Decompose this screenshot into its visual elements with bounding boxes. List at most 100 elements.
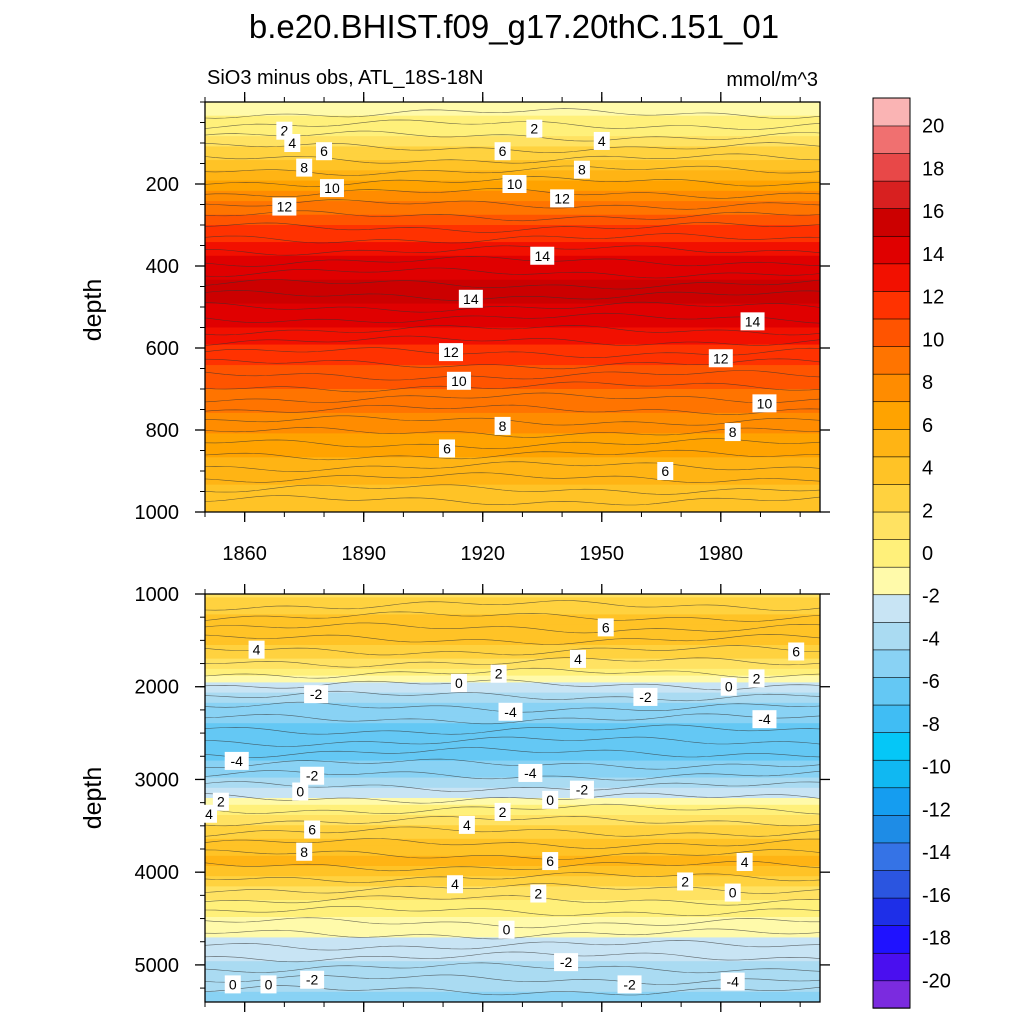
- fill-strip: [205, 733, 820, 738]
- fill-strip: [205, 825, 820, 830]
- contour-line: [205, 108, 820, 119]
- contour-label-bg: [300, 970, 325, 989]
- fill-strip: [205, 477, 820, 482]
- contour-label: 2: [530, 121, 538, 137]
- contour-label-bg: [494, 802, 511, 821]
- fill-strip: [205, 508, 820, 512]
- fill-strip: [205, 811, 820, 816]
- contour-line: [205, 449, 820, 461]
- contour-line: [205, 233, 820, 244]
- colorbar-swatch: [872, 704, 911, 733]
- fill-strip: [205, 156, 820, 161]
- contour-label-bg: [569, 780, 594, 799]
- contour-line: [205, 312, 820, 324]
- contour-label-bg: [296, 158, 313, 177]
- fill-strip: [205, 787, 820, 792]
- x-tick-label: 1950: [580, 543, 625, 565]
- contour-label: 0: [729, 885, 737, 901]
- contour-line: [205, 119, 820, 130]
- contour-label-bg: [284, 134, 301, 152]
- x-tick-label: 1890: [341, 543, 386, 565]
- contour-label: 4: [463, 817, 471, 833]
- fill-strip: [205, 166, 820, 171]
- fill-strip: [205, 842, 820, 847]
- fill-strip: [205, 743, 820, 748]
- fill-strip: [205, 231, 820, 236]
- fill-strip: [205, 818, 820, 823]
- colorbar-tick-label: -18: [922, 928, 951, 950]
- contour-label-bg: [542, 852, 559, 871]
- contour-label: 0: [503, 922, 511, 938]
- fill-strip: [205, 974, 820, 979]
- fill-strip: [205, 501, 820, 506]
- fill-strip: [205, 849, 820, 853]
- contour-line: [205, 461, 820, 472]
- contour-label: 4: [253, 642, 261, 658]
- fill-strip: [205, 440, 820, 445]
- fill-strip: [205, 371, 820, 376]
- fill-strip: [205, 139, 820, 144]
- contour-label-bg: [597, 618, 614, 637]
- fill-strip: [205, 675, 820, 680]
- units-label: mmol/m^3: [726, 69, 818, 91]
- colorbar-tick-label: 12: [922, 287, 944, 309]
- fill-strip: [205, 498, 820, 503]
- fill-strip: [205, 903, 820, 908]
- contour-label: 0: [546, 792, 554, 808]
- colorbar-tick-label: -12: [922, 799, 951, 821]
- contour-line: [205, 404, 820, 416]
- fill-strip: [205, 832, 820, 836]
- fill-strip: [205, 954, 820, 959]
- fill-strip: [205, 457, 820, 462]
- fill-strip: [205, 764, 820, 768]
- fill-strip: [205, 348, 820, 353]
- contour-label: -2: [560, 954, 573, 970]
- fill-strip: [205, 402, 820, 407]
- fill-strip: [205, 467, 820, 472]
- fill-strip: [205, 252, 820, 257]
- fill-strip: [205, 869, 820, 874]
- contour-label-bg: [740, 312, 765, 331]
- fill-strip: [205, 450, 820, 455]
- contour-label: -2: [623, 976, 636, 992]
- contour-line: [205, 872, 820, 883]
- fill-strip: [205, 218, 820, 223]
- colorbar-swatch: [872, 814, 911, 844]
- fill-strip: [205, 334, 820, 339]
- fill-strip: [205, 937, 820, 942]
- contour-line: [205, 860, 820, 872]
- contour-line: [205, 895, 820, 906]
- colorbar-swatch: [872, 676, 911, 706]
- contour-label-bg: [752, 394, 777, 413]
- fill-strip: [205, 341, 820, 346]
- fill-strip: [205, 740, 820, 745]
- contour-label: 6: [308, 822, 316, 838]
- colorbar: 20181614121086420-2-4-6-8-10-12-14-16-18…: [872, 97, 951, 1009]
- fill-strip: [205, 204, 820, 209]
- y-tick-label: 1000: [135, 502, 180, 524]
- fill-strip: [205, 464, 820, 469]
- fill-strip: [205, 838, 820, 843]
- fill-strip: [205, 597, 820, 602]
- contour-line: [205, 962, 820, 974]
- fill-strip: [205, 862, 820, 867]
- colorbar-swatch: [872, 897, 911, 926]
- colorbar-swatch: [872, 759, 911, 789]
- contour-line: [205, 472, 820, 483]
- fill-strip: [205, 944, 820, 949]
- fill-strip: [205, 194, 820, 199]
- fill-strip: [205, 361, 820, 366]
- colorbar-swatch: [872, 373, 911, 403]
- fill-strip: [205, 488, 820, 493]
- contour-label: 8: [300, 844, 308, 860]
- fill-strip: [205, 262, 820, 267]
- fill-strip: [205, 115, 820, 120]
- contour-label-bg: [573, 160, 590, 179]
- fill-strip: [205, 436, 820, 441]
- fill-strip: [205, 409, 820, 414]
- contour-label-bg: [724, 883, 741, 902]
- colorbar-tick-label: -14: [922, 842, 951, 864]
- y-tick-label: 600: [146, 338, 179, 360]
- contour-label: 0: [725, 679, 733, 695]
